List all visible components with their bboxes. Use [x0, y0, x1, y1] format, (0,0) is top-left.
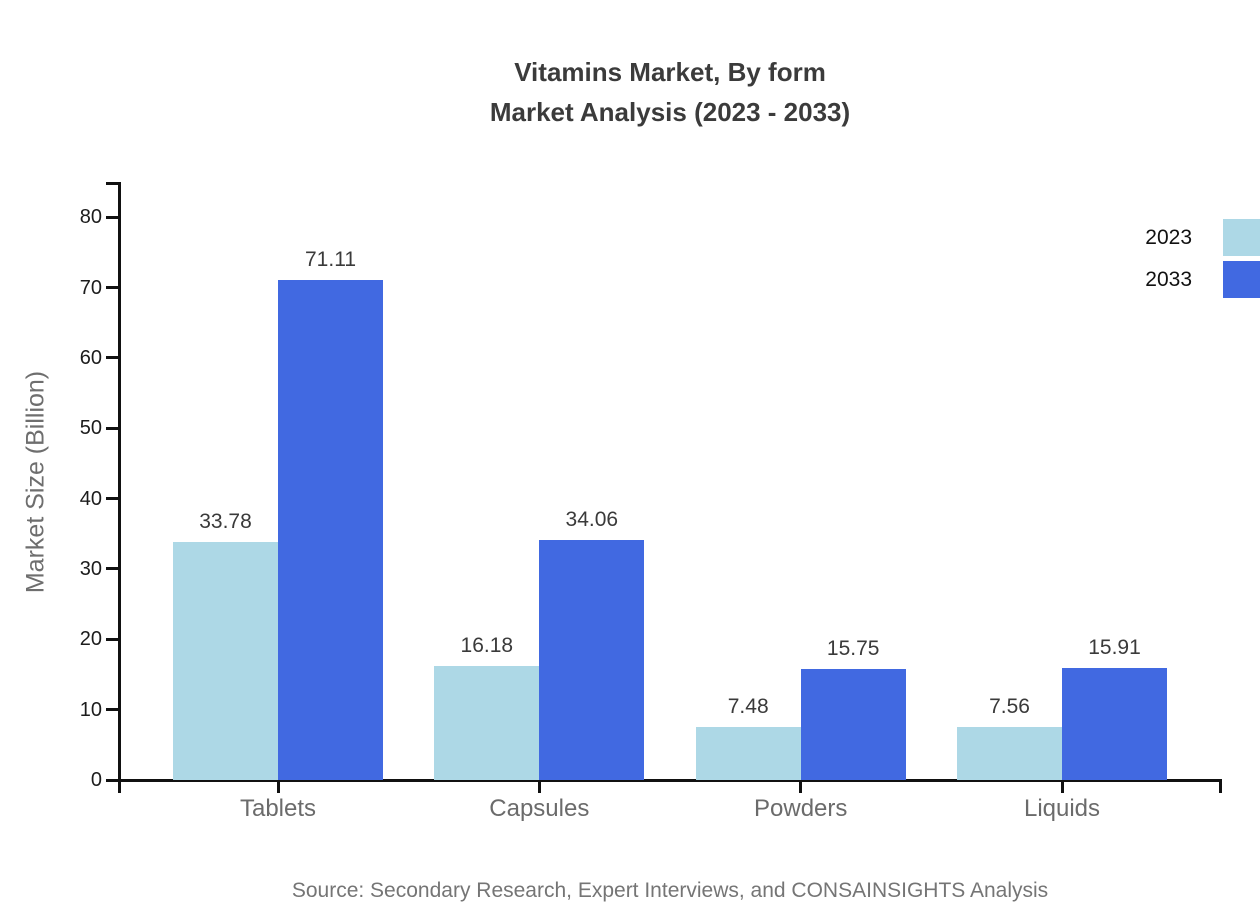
bar-2023-capsules	[434, 666, 540, 780]
y-tick	[106, 778, 119, 782]
y-tick-label: 80	[79, 206, 102, 229]
value-label-2023-capsules: 16.18	[460, 634, 514, 658]
legend-swatch-2033	[1223, 261, 1260, 298]
x-tick	[276, 780, 280, 793]
x-tick	[537, 780, 541, 793]
legend-item-2023: 2023	[1145, 219, 1260, 256]
y-tick	[106, 708, 119, 712]
value-label-2023-tablets: 33.78	[199, 510, 252, 534]
y-tick	[106, 356, 119, 360]
bar-2033-tablets	[278, 279, 383, 780]
x-tick	[1060, 780, 1064, 793]
y-tick	[106, 215, 119, 219]
legend-label-2033: 2033	[1145, 268, 1192, 291]
y-tick-label: 30	[79, 557, 102, 580]
bar-2033-liquids	[1062, 668, 1167, 780]
x-category-label-tablets: Tablets	[239, 795, 317, 822]
y-tick	[106, 637, 119, 641]
bar-2023-powders	[695, 727, 801, 780]
y-tick	[106, 286, 119, 290]
x-axis-spine	[106, 778, 1222, 782]
y-axis-spine	[117, 182, 121, 793]
chart-title: Vitamins Market, By form Market Analysis…	[490, 52, 850, 132]
chart-title-line1: Vitamins Market, By form	[514, 57, 826, 87]
y-tick-label: 20	[79, 628, 102, 651]
bar-2033-capsules	[539, 540, 645, 780]
legend-swatch-2023	[1223, 219, 1260, 256]
value-label-2033-tablets: 71.11	[305, 247, 356, 271]
y-tick-label: 0	[90, 769, 102, 791]
value-label-2033-capsules: 34.06	[565, 508, 619, 532]
chart-title-line2: Market Analysis (2023 - 2033)	[489, 97, 851, 127]
y-tick-label: 40	[79, 487, 102, 510]
x-category-label-capsules: Capsules	[489, 795, 590, 822]
value-label-2023-powders: 7.48	[727, 695, 769, 719]
x-category-label-liquids: Liquids	[1023, 795, 1101, 822]
y-tick-label: 10	[79, 698, 102, 721]
x-tick	[799, 780, 803, 793]
legend-item-2033: 2033	[1145, 261, 1260, 298]
y-tick-label: 50	[79, 417, 102, 440]
bar-2023-tablets	[173, 542, 278, 780]
y-tick-label: 70	[79, 276, 102, 299]
bar-2023-liquids	[957, 726, 1062, 780]
y-tick-label: 60	[79, 346, 102, 369]
value-label-2033-powders: 15.75	[826, 637, 880, 661]
source-note: Source: Secondary Research, Expert Inter…	[291, 879, 1049, 902]
x-category-label-powders: Powders	[754, 795, 848, 822]
legend-label-2023: 2023	[1145, 226, 1192, 249]
x-axis-endcap-tick	[1219, 780, 1222, 793]
y-tick	[106, 426, 119, 430]
y-tick	[106, 497, 119, 501]
y-tick	[106, 567, 119, 571]
legend: 2023 2033	[1145, 219, 1260, 303]
value-label-2033-liquids: 15.91	[1088, 636, 1141, 660]
bar-2033-powders	[800, 669, 906, 780]
y-axis-endcap-tick	[106, 182, 119, 185]
value-label-2023-liquids: 7.56	[989, 694, 1030, 718]
